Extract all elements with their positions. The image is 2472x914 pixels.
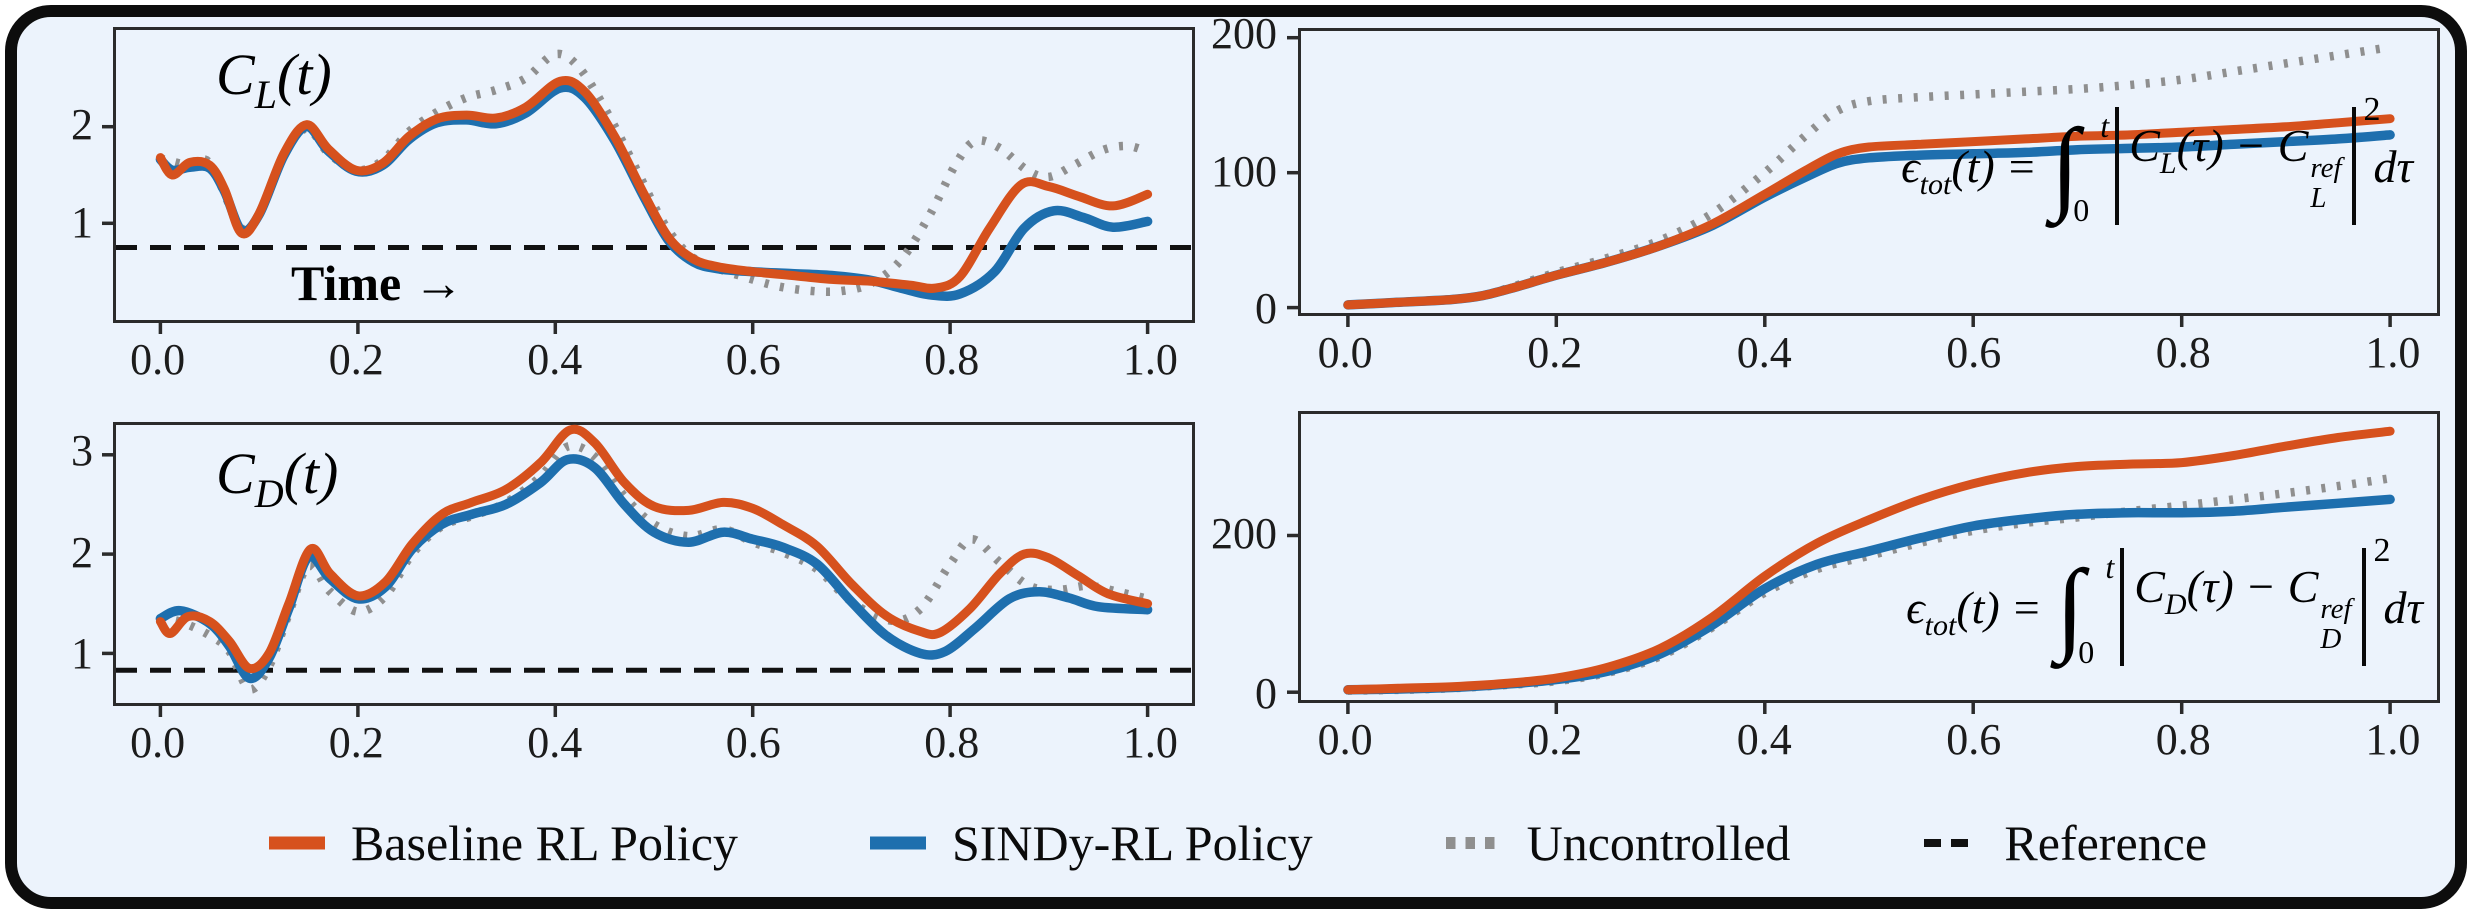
cd-time-x-axis: 0.0 0.2 0.4 0.6 0.8 1.0 bbox=[113, 711, 1195, 767]
legend-swatch-solid bbox=[268, 836, 325, 850]
x-tick-label: 1.0 bbox=[2365, 715, 2421, 764]
legend-label: Uncontrolled bbox=[1526, 815, 1791, 871]
x-tick-label: 0.2 bbox=[1527, 328, 1583, 377]
panel-cl-time: CL(t) Time → bbox=[102, 27, 1195, 334]
integral-sign: ∫ t 0 bbox=[2055, 549, 2115, 670]
cl-err-y-axis: 0 100 200 bbox=[1175, 11, 1291, 331]
title-subscript: D bbox=[254, 471, 284, 516]
legend-label: Reference bbox=[2004, 815, 2208, 871]
x-tick-label: 1.0 bbox=[1122, 718, 1178, 767]
differential: dτ bbox=[2383, 581, 2423, 633]
abs-bar-left bbox=[2120, 548, 2125, 667]
legend-swatch-dotted bbox=[1445, 837, 1499, 849]
x-tick-label: 1.0 bbox=[2365, 328, 2421, 377]
abs-bar-right: 2 bbox=[2361, 532, 2391, 667]
legend-label: SINDy-RL Policy bbox=[951, 815, 1313, 871]
legend-item: Reference bbox=[1918, 818, 2207, 868]
x-tick-label: 0.6 bbox=[1946, 328, 2002, 377]
x-tick-label: 0.2 bbox=[328, 335, 384, 384]
cd-err-x-axis: 0.0 0.2 0.4 0.6 0.8 1.0 bbox=[1298, 708, 2440, 764]
equals-sign: = bbox=[2013, 581, 2040, 633]
x-tick-label: 0.6 bbox=[725, 335, 781, 384]
title-symbol: C bbox=[216, 42, 255, 107]
x-tick-label: 0.4 bbox=[527, 335, 583, 384]
y-tick-label: 2 bbox=[71, 99, 93, 149]
differential: dτ bbox=[2373, 140, 2413, 192]
x-tick-label: 0.0 bbox=[1317, 715, 1373, 764]
legend-swatch-solid bbox=[869, 836, 926, 850]
x-tick-label: 0.8 bbox=[924, 718, 980, 767]
legend-item: Uncontrolled bbox=[1441, 815, 1791, 871]
y-tick-label: 2 bbox=[71, 527, 93, 577]
y-tick-label: 200 bbox=[1211, 8, 1277, 58]
cl-time-x-axis: 0.0 0.2 0.4 0.6 0.8 1.0 bbox=[113, 328, 1195, 384]
abs-bar-right: 2 bbox=[2351, 91, 2381, 226]
cd-time-plot bbox=[102, 424, 1192, 717]
panel-title-cd: CD(t) bbox=[216, 445, 338, 514]
x-tick-label: 0.4 bbox=[527, 718, 583, 767]
cd-err-y-axis: 0 200 bbox=[1175, 411, 1291, 716]
title-arg: (t) bbox=[276, 42, 332, 107]
panel-cd-time: CD(t) bbox=[102, 422, 1195, 717]
y-tick-label: 3 bbox=[71, 426, 93, 476]
title-symbol: C bbox=[216, 441, 255, 506]
x-tick-label: 0.6 bbox=[725, 718, 781, 767]
epsilon-term: ϵtot(t) bbox=[1906, 581, 2000, 642]
y-tick-label: 0 bbox=[1255, 669, 1277, 719]
legend-item: SINDy-RL Policy bbox=[866, 818, 1313, 868]
y-tick-label: 0 bbox=[1255, 284, 1277, 334]
x-tick-label: 0.4 bbox=[1736, 328, 1792, 377]
time-axis-label: Time → bbox=[291, 255, 464, 311]
x-tick-label: 0.8 bbox=[2155, 328, 2211, 377]
cl-error-plot bbox=[1287, 35, 2395, 327]
x-tick-label: 0.2 bbox=[1527, 715, 1583, 764]
x-tick-label: 0.8 bbox=[924, 335, 980, 384]
panel-title-cl: CL(t) bbox=[216, 46, 332, 115]
epsilon-term: ϵtot(t) bbox=[1901, 140, 1995, 201]
y-tick-label: 100 bbox=[1211, 146, 1277, 196]
y-tick-label: 1 bbox=[71, 629, 93, 679]
x-tick-label: 0.0 bbox=[1317, 328, 1373, 377]
abs-bar-left bbox=[2115, 107, 2120, 226]
legend-item: Baseline RL Policy bbox=[265, 818, 738, 868]
cl-err-x-axis: 0.0 0.2 0.4 0.6 0.8 1.0 bbox=[1298, 321, 2440, 377]
legend-swatch-dashed bbox=[1924, 839, 1977, 847]
x-tick-label: 0.2 bbox=[328, 718, 384, 767]
x-tick-label: 0.6 bbox=[1946, 715, 2002, 764]
cd-error-plot bbox=[1287, 426, 2395, 714]
x-tick-label: 1.0 bbox=[1122, 335, 1178, 384]
legend: Baseline RL Policy SINDy-RL Policy Uncontr… bbox=[17, 805, 2455, 881]
title-subscript: L bbox=[254, 72, 277, 117]
equals-sign: = bbox=[2008, 140, 2035, 192]
legend-label: Baseline RL Policy bbox=[350, 815, 738, 871]
x-tick-label: 0.0 bbox=[130, 718, 186, 767]
y-tick-label: 200 bbox=[1211, 509, 1277, 559]
integral-sign: ∫ t 0 bbox=[2050, 107, 2110, 229]
cl-time-plot bbox=[102, 49, 1192, 334]
y-tick-label: 1 bbox=[71, 198, 93, 248]
x-tick-label: 0.0 bbox=[130, 335, 186, 384]
title-arg: (t) bbox=[283, 441, 339, 506]
cd-time-y-axis: 1 2 3 bbox=[17, 422, 107, 706]
x-tick-label: 0.4 bbox=[1736, 715, 1792, 764]
x-tick-label: 0.8 bbox=[2155, 715, 2211, 764]
